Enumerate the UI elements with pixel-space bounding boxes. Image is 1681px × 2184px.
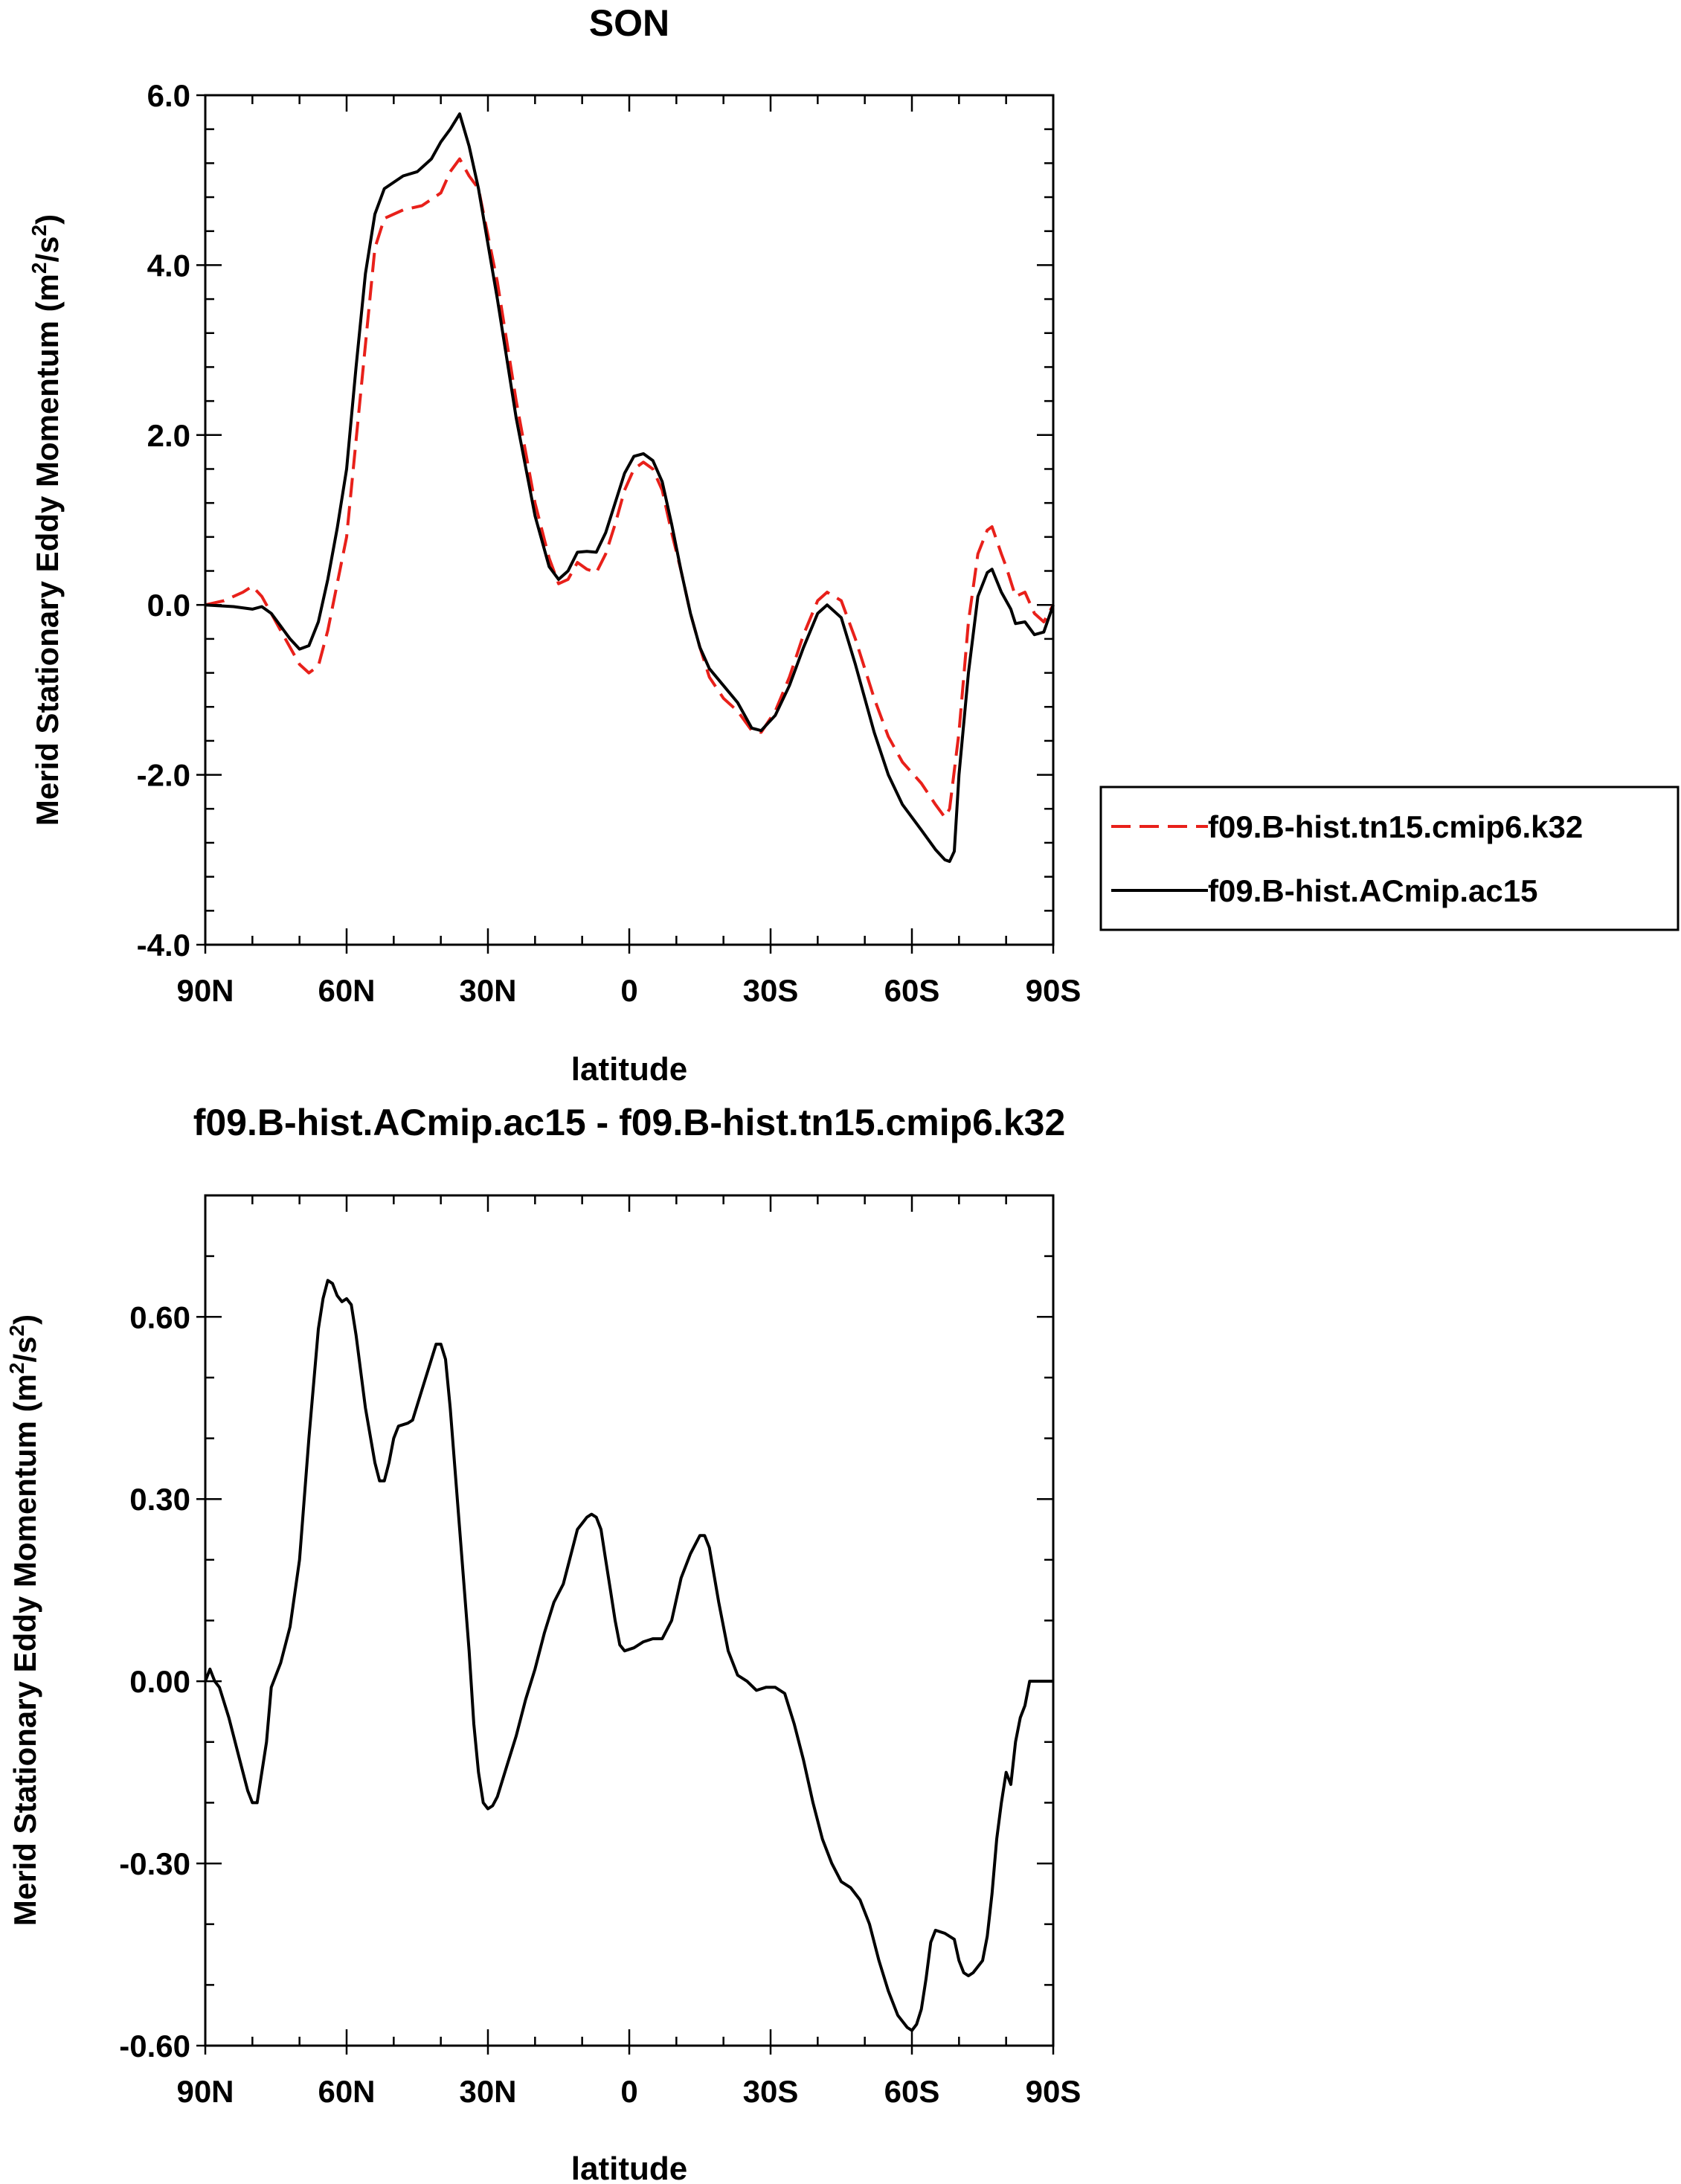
x-tick-label: 90S xyxy=(1026,973,1081,1008)
x-tick-label: 90N xyxy=(176,2074,234,2109)
y-tick-label: 6.0 xyxy=(147,78,190,113)
y-tick-label: -4.0 xyxy=(137,928,190,963)
y-tick-label: 0.00 xyxy=(129,1664,190,1699)
chart-difference: f09.B-hist.ACmip.ac15 - f09.B-hist.tn15.… xyxy=(5,1102,1081,2184)
series-line-k32 xyxy=(205,157,1055,819)
x-tick-label: 60S xyxy=(884,2074,940,2109)
tick-marks xyxy=(196,1194,1055,2055)
x-tick-label: 30S xyxy=(743,2074,799,2109)
x-axis-label: latitude xyxy=(571,1051,687,1088)
plot-frame xyxy=(204,94,1055,946)
y-tick-label: 0.60 xyxy=(129,1300,190,1335)
tick-marks xyxy=(196,94,1055,954)
x-tick-label: 30S xyxy=(743,973,799,1008)
x-tick-labels: 90N 60N 30N 0 30S 60S 90S xyxy=(176,973,1081,1008)
legend-label-tn15: f09.B-hist.tn15.cmip6.k32 xyxy=(1208,809,1583,844)
series-group xyxy=(205,112,1055,864)
y-tick-labels: -4.0 -2.0 0.0 2.0 4.0 6.0 xyxy=(137,78,190,963)
legend-label-acmip: f09.B-hist.ACmip.ac15 xyxy=(1208,873,1537,908)
y-axis-label: Merid Stationary Eddy Momentum (m2/s2) xyxy=(5,1314,42,1926)
plot-frame xyxy=(204,1194,1055,2047)
y-tick-label: -2.0 xyxy=(137,758,190,793)
y-tick-label: 2.0 xyxy=(147,418,190,453)
y-tick-label: 4.0 xyxy=(147,248,190,283)
x-axis-label: latitude xyxy=(571,2151,687,2184)
y-axis-label: Merid Stationary Eddy Momentum (m2/s2) xyxy=(28,214,65,826)
x-tick-label: 30N xyxy=(459,2074,516,2109)
y-tick-label: -0.60 xyxy=(119,2029,190,2063)
legend-box xyxy=(1099,786,1680,931)
legend: f09.B-hist.tn15.cmip6.k32 f09.B-hist.ACm… xyxy=(1099,786,1680,931)
series-group xyxy=(204,1279,1053,2032)
x-tick-label: 0 xyxy=(620,973,637,1008)
chart-title: f09.B-hist.ACmip.ac15 - f09.B-hist.tn15.… xyxy=(193,1102,1066,1143)
y-tick-label: 0.0 xyxy=(147,588,190,623)
series-line-difference xyxy=(204,1279,1053,2032)
x-tick-labels: 90N 60N 30N 0 30S 60S 90S xyxy=(176,2074,1081,2109)
series-line-ac15 xyxy=(205,112,1055,864)
x-tick-label: 60S xyxy=(884,973,940,1008)
x-tick-label: 90S xyxy=(1026,2074,1081,2109)
y-tick-labels: -0.60 -0.30 0.00 0.30 0.60 xyxy=(119,1300,190,2063)
y-tick-label: -0.30 xyxy=(119,1846,190,1881)
x-tick-label: 60N xyxy=(318,973,375,1008)
x-tick-label: 0 xyxy=(620,2074,637,2109)
x-tick-label: 60N xyxy=(318,2074,375,2109)
x-tick-label: 30N xyxy=(459,973,516,1008)
y-tick-label: 0.30 xyxy=(129,1482,190,1517)
chart-son: SON -4.0 -2.0 0.0 2.0 4.0 6.0 90N 60N 30N 0 30S 60… xyxy=(28,2,1680,1088)
chart-title: SON xyxy=(589,2,669,44)
x-tick-label: 90N xyxy=(176,973,234,1008)
